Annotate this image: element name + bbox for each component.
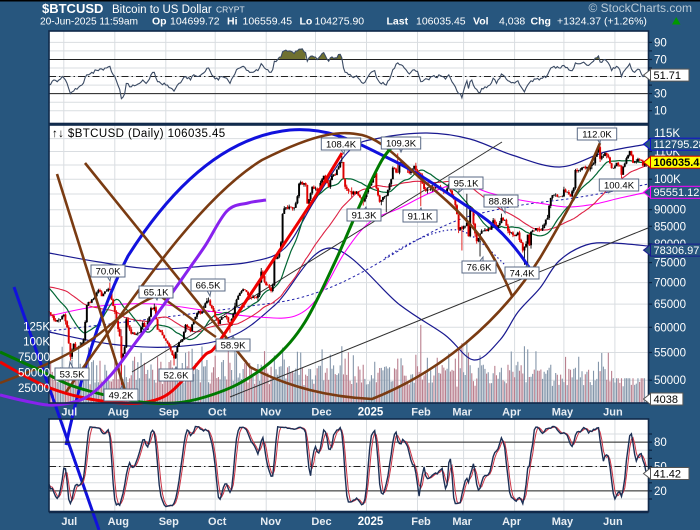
svg-text:53.5K: 53.5K	[60, 370, 85, 381]
svg-text:75000: 75000	[654, 258, 686, 270]
svg-text:20: 20	[654, 486, 667, 498]
svg-text:100.4K: 100.4K	[604, 181, 635, 192]
svg-text:Jul: Jul	[61, 407, 77, 419]
svg-text:76.6K: 76.6K	[467, 263, 492, 274]
svg-text:Op: Op	[152, 16, 167, 28]
svg-text:4038: 4038	[654, 394, 678, 406]
svg-text:↑↓ $BTCUSD (Daily) 106035.45: ↑↓ $BTCUSD (Daily) 106035.45	[52, 128, 226, 140]
svg-text:Dec: Dec	[311, 407, 331, 419]
svg-text:20-Jun-2025 11:59am: 20-Jun-2025 11:59am	[40, 17, 138, 28]
svg-text:109.3K: 109.3K	[386, 139, 417, 150]
svg-text:91.1K: 91.1K	[408, 212, 433, 223]
svg-text:91.3K: 91.3K	[352, 211, 377, 222]
svg-text:Oct: Oct	[208, 516, 227, 528]
svg-text:50000: 50000	[18, 368, 50, 380]
svg-text:100K: 100K	[23, 337, 50, 349]
svg-text:115K: 115K	[654, 128, 680, 140]
svg-text:106035.45: 106035.45	[654, 157, 700, 169]
svg-text:Jul: Jul	[61, 516, 77, 528]
svg-text:Mar: Mar	[452, 516, 472, 528]
svg-text:Chg: Chg	[531, 16, 551, 28]
svg-text:Aug: Aug	[108, 516, 129, 528]
svg-text:Last: Last	[387, 16, 409, 28]
svg-text:Nov: Nov	[260, 516, 282, 528]
svg-text:112.0K: 112.0K	[582, 130, 612, 141]
svg-text:+1324.37 (+1.26%): +1324.37 (+1.26%)	[557, 16, 647, 28]
svg-text:70.0K: 70.0K	[96, 267, 121, 278]
svg-text:90000: 90000	[654, 205, 686, 217]
svg-text:58.9K: 58.9K	[221, 341, 246, 352]
svg-text:95.1K: 95.1K	[454, 179, 479, 190]
svg-text:May: May	[552, 516, 574, 528]
svg-text:74.4K: 74.4K	[510, 269, 535, 280]
svg-text:52.6K: 52.6K	[164, 371, 189, 382]
svg-text:$BTCUSD: $BTCUSD	[42, 1, 103, 16]
svg-text:10: 10	[654, 106, 667, 118]
svg-text:CRYPT: CRYPT	[216, 5, 245, 15]
svg-text:Apr: Apr	[502, 516, 522, 528]
svg-text:112795.28: 112795.28	[654, 139, 700, 151]
svg-text:41.42: 41.42	[654, 468, 682, 480]
svg-text:Lo: Lo	[300, 16, 313, 28]
svg-text:Sep: Sep	[159, 516, 179, 528]
svg-text:May: May	[552, 407, 574, 419]
svg-text:Nov: Nov	[260, 407, 282, 419]
svg-text:Dec: Dec	[311, 516, 331, 528]
svg-text:106559.45: 106559.45	[243, 16, 293, 28]
svg-text:60000: 60000	[654, 322, 686, 334]
svg-text:75000: 75000	[18, 352, 50, 364]
svg-text:125K: 125K	[23, 322, 50, 334]
svg-text:© StockCharts.com: © StockCharts.com	[588, 1, 692, 15]
svg-text:80: 80	[654, 437, 667, 449]
svg-text:104275.90: 104275.90	[315, 16, 365, 28]
svg-text:66.5K: 66.5K	[196, 281, 221, 292]
svg-text:95551.12: 95551.12	[654, 187, 700, 199]
svg-text:65.1K: 65.1K	[144, 288, 169, 299]
svg-text:Jun: Jun	[603, 407, 623, 419]
svg-text:Jun: Jun	[603, 516, 623, 528]
svg-text:85000: 85000	[654, 221, 686, 233]
svg-text:Mar: Mar	[452, 407, 472, 419]
svg-text:55000: 55000	[654, 348, 686, 360]
svg-text:51.71: 51.71	[654, 70, 682, 82]
svg-text:Feb: Feb	[411, 407, 431, 419]
svg-text:Vol: Vol	[473, 16, 489, 28]
svg-text:30: 30	[654, 89, 667, 101]
svg-text:70000: 70000	[654, 278, 686, 290]
svg-text:Apr: Apr	[502, 407, 522, 419]
svg-text:106035.45: 106035.45	[416, 16, 466, 28]
svg-text:65000: 65000	[654, 299, 686, 311]
svg-text:90: 90	[654, 37, 667, 49]
svg-text:Sep: Sep	[159, 407, 179, 419]
svg-text:108.4K: 108.4K	[326, 140, 357, 151]
svg-text:49.2K: 49.2K	[109, 391, 134, 402]
svg-text:2025: 2025	[358, 516, 384, 528]
svg-text:Bitcoin to US Dollar: Bitcoin to US Dollar	[112, 4, 212, 16]
svg-text:100K: 100K	[654, 174, 681, 186]
svg-text:4,038: 4,038	[499, 16, 525, 28]
svg-text:25000: 25000	[18, 383, 50, 395]
svg-text:70: 70	[654, 55, 667, 67]
svg-text:Feb: Feb	[411, 516, 431, 528]
svg-text:Hi: Hi	[227, 16, 238, 28]
svg-text:104699.72: 104699.72	[170, 16, 220, 28]
svg-text:88.8K: 88.8K	[489, 197, 514, 208]
svg-text:Oct: Oct	[208, 407, 227, 419]
svg-text:50000: 50000	[654, 375, 686, 387]
svg-text:78306.97: 78306.97	[654, 245, 700, 257]
svg-text:2025: 2025	[358, 407, 384, 419]
svg-text:Aug: Aug	[108, 407, 129, 419]
